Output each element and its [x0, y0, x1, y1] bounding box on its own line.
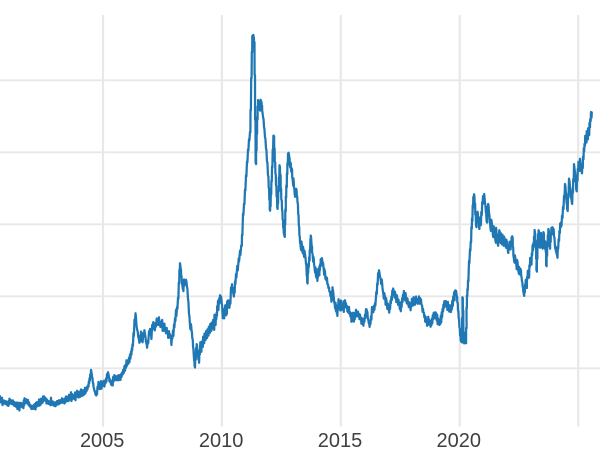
svg-text:2015: 2015	[318, 430, 363, 450]
svg-text:2005: 2005	[80, 430, 125, 450]
svg-text:2020: 2020	[437, 430, 482, 450]
svg-text:2010: 2010	[199, 430, 244, 450]
